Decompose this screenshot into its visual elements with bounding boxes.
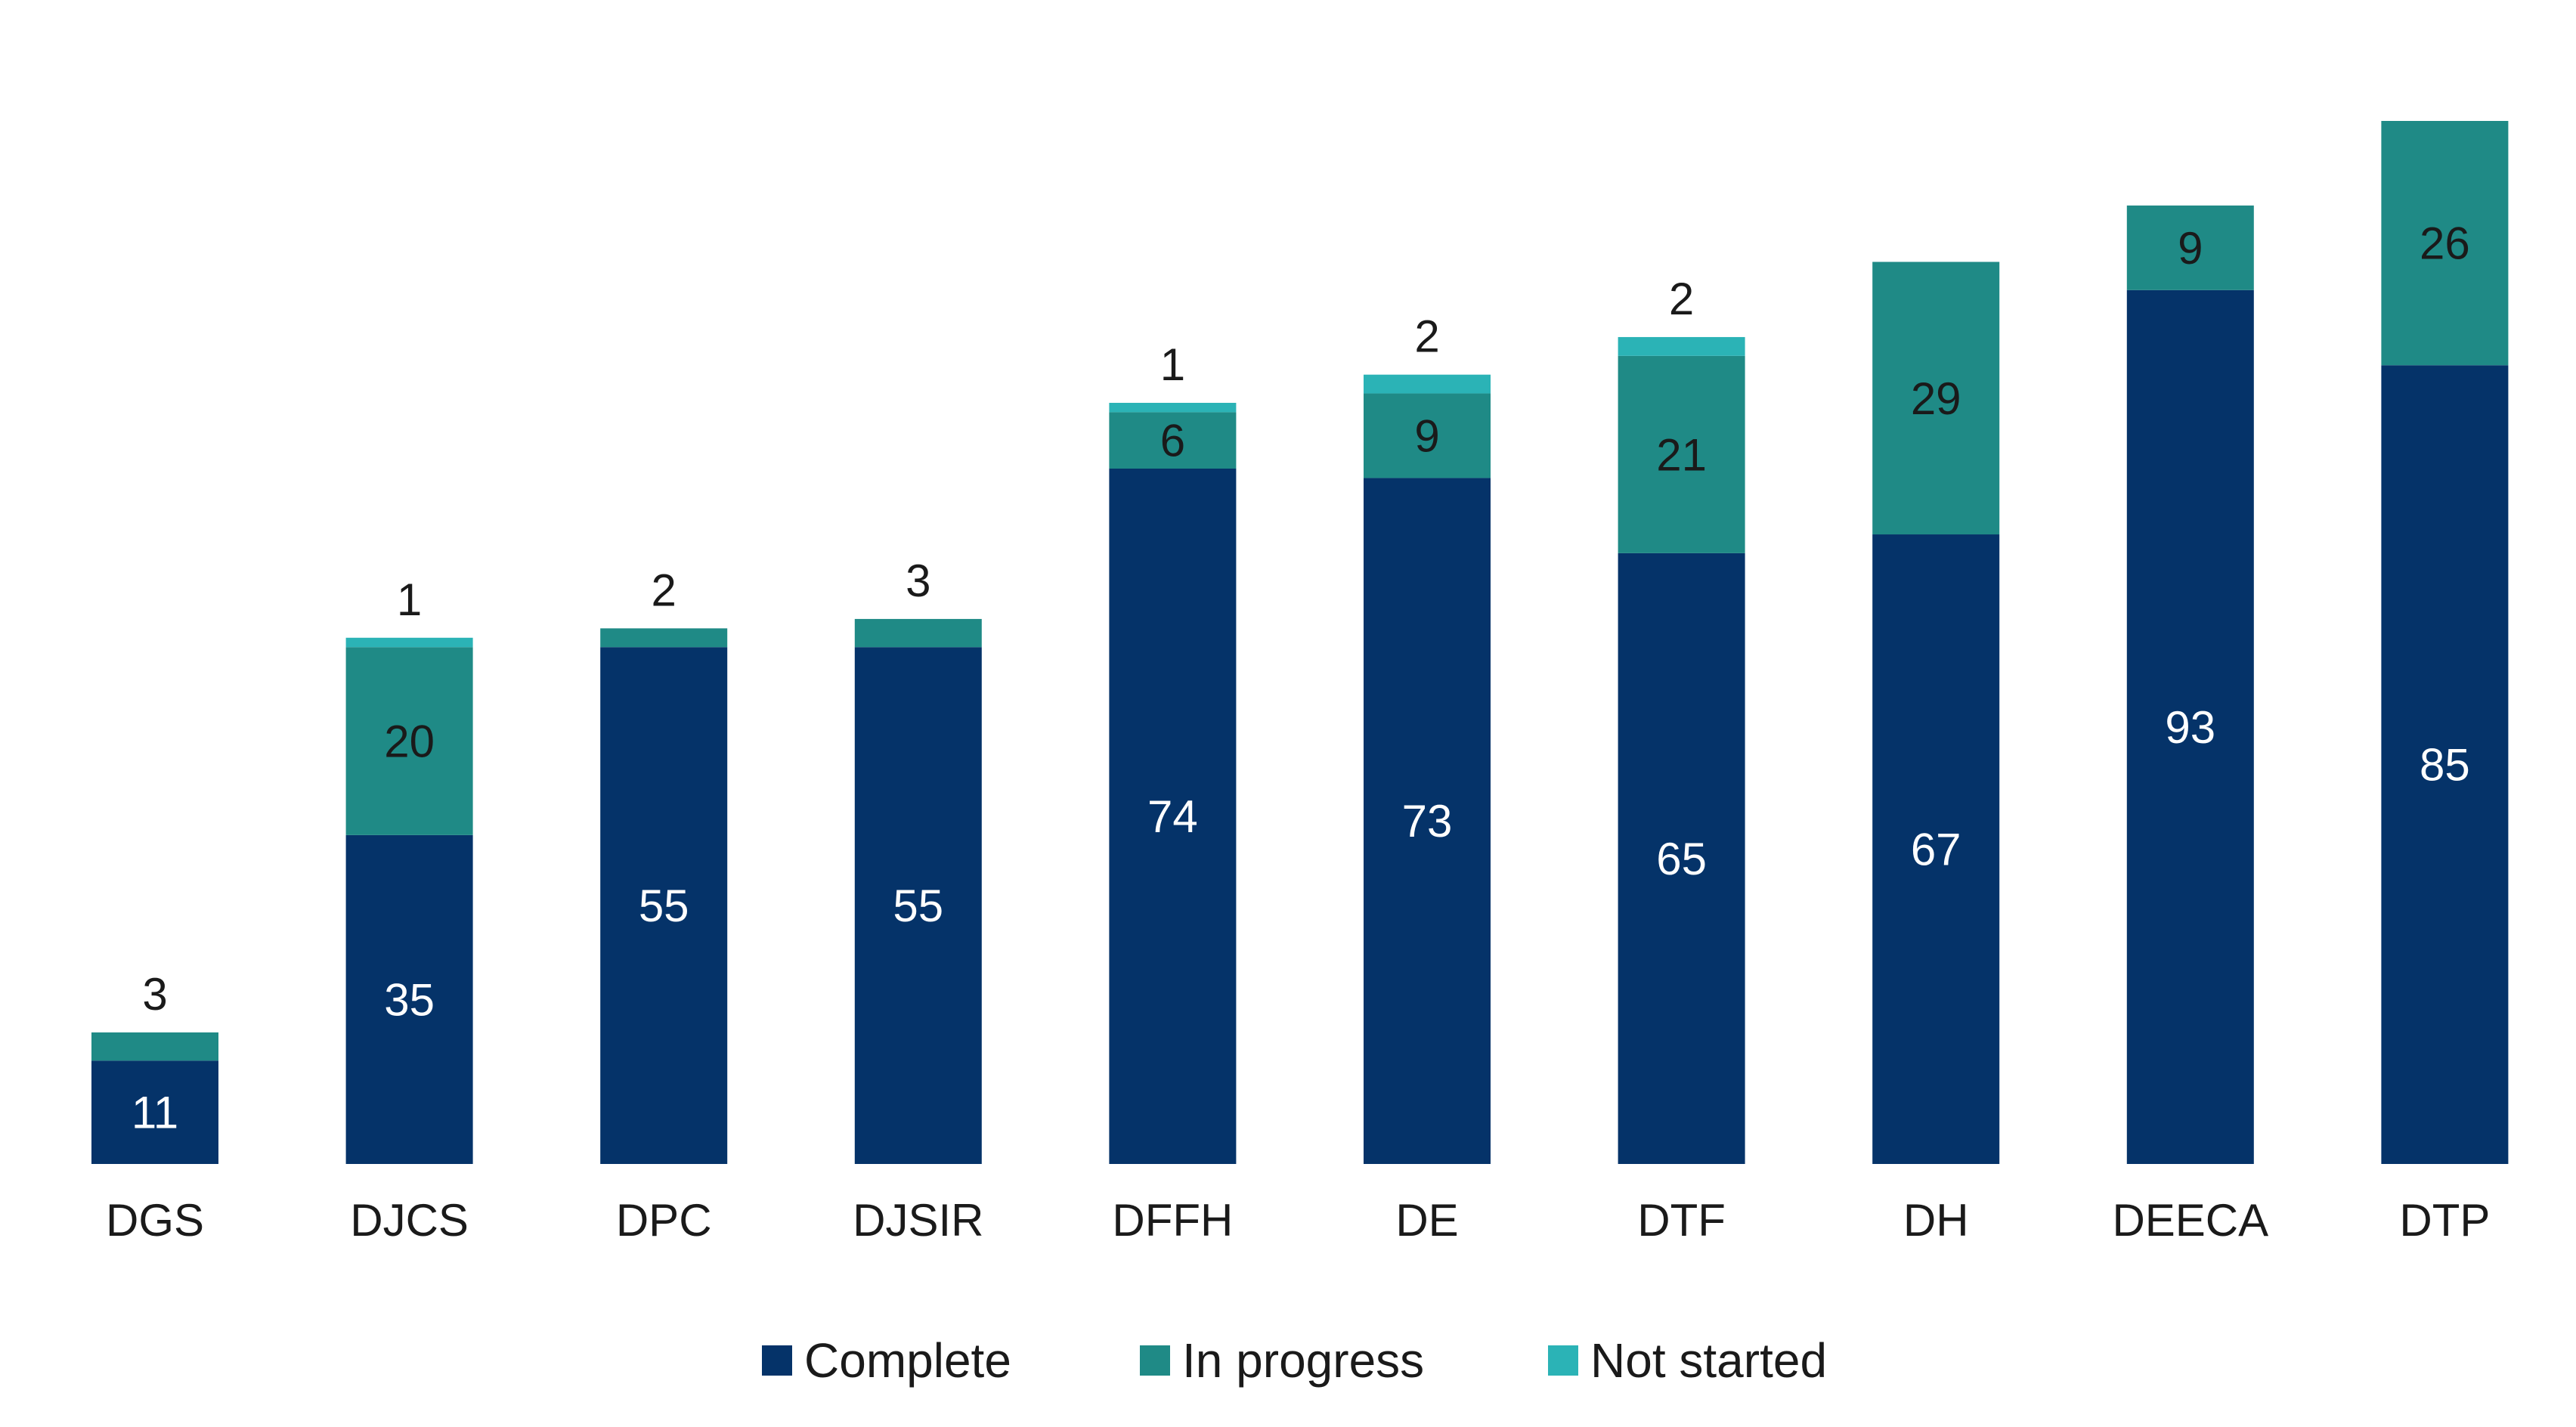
category-label-dgs: DGS — [106, 1195, 204, 1246]
category-label-dtp: DTP — [2399, 1195, 2490, 1246]
bar-in-progress-dtp — [2381, 121, 2509, 366]
bar-complete-de — [1364, 478, 1491, 1164]
bar-complete-dtf — [1618, 553, 1745, 1164]
legend-label-complete: Complete — [804, 1333, 1011, 1388]
data-label-not-started-dffh: 1 — [1160, 339, 1185, 390]
data-label-in-progress-djcs: 20 — [384, 717, 435, 767]
data-label-in-progress-dtf: 21 — [1656, 429, 1707, 480]
legend-item-not-started: Not started — [1548, 1330, 1827, 1391]
bar-complete-djsir — [854, 647, 982, 1164]
category-label-dh: DH — [1903, 1195, 1969, 1246]
bar-in-progress-djsir — [854, 618, 982, 648]
bar-in-progress-dh — [1872, 262, 2000, 535]
legend-item-in-progress: In progress — [1140, 1330, 1424, 1391]
bar-complete-dgs — [91, 1060, 218, 1164]
data-label-in-progress-dpc: 2 — [652, 565, 677, 615]
bar-complete-djcs — [345, 834, 473, 1164]
legend-label-not-started: Not started — [1590, 1333, 1828, 1388]
data-label-not-started-de: 2 — [1414, 311, 1439, 362]
data-label-in-progress-djsir: 3 — [906, 556, 930, 606]
data-label-complete-dh: 67 — [1911, 825, 1961, 875]
data-label-in-progress-deeca: 9 — [2178, 223, 2203, 274]
legend-swatch-not-started — [1548, 1345, 1578, 1376]
category-label-djsir: DJSIR — [853, 1195, 983, 1246]
category-label-dtf: DTF — [1637, 1195, 1726, 1246]
bar-not-started-dffh — [1109, 402, 1237, 413]
legend-item-complete: Complete — [762, 1330, 1011, 1391]
data-label-in-progress-de: 9 — [1414, 410, 1439, 461]
bar-in-progress-djcs — [345, 647, 473, 835]
category-label-de: DE — [1395, 1195, 1458, 1246]
data-label-complete-de: 73 — [1402, 796, 1453, 847]
data-label-complete-dpc: 55 — [639, 881, 689, 931]
bar-complete-dpc — [600, 647, 728, 1164]
data-label-complete-dffh: 74 — [1147, 791, 1198, 842]
bar-in-progress-dpc — [600, 628, 728, 648]
chart-legend: Complete In progress Not started — [0, 1330, 2576, 1391]
category-label-dffh: DFFH — [1112, 1195, 1233, 1246]
legend-swatch-complete — [762, 1345, 792, 1376]
category-label-deeca: DEECA — [2112, 1195, 2268, 1246]
data-label-complete-dtf: 65 — [1656, 834, 1707, 884]
bar-complete-dh — [1872, 534, 2000, 1164]
bar-complete-dtp — [2381, 365, 2509, 1164]
bar-not-started-dtf — [1618, 336, 1745, 356]
bar-complete-deeca — [2126, 289, 2254, 1164]
data-label-complete-dgs: 11 — [132, 1088, 178, 1138]
bar-complete-dffh — [1109, 469, 1237, 1164]
data-label-complete-djcs: 35 — [384, 974, 435, 1025]
bar-in-progress-dgs — [91, 1032, 218, 1061]
data-label-complete-dtp: 85 — [2420, 740, 2470, 791]
data-label-not-started-dtf: 2 — [1669, 274, 1694, 324]
data-label-complete-deeca: 93 — [2165, 702, 2215, 753]
stacked-bar-chart: 11 3 DGS 35 20 1 DJCS 55 2 DPC 55 3 DJSIR 74 6 1 DFFH 73 9… — [91, 121, 2509, 1246]
data-label-complete-djsir: 55 — [893, 881, 943, 931]
bar-not-started-de — [1364, 374, 1491, 394]
legend-label-in-progress: In progress — [1182, 1333, 1425, 1388]
data-label-in-progress-dgs: 3 — [142, 969, 167, 1020]
bar-in-progress-dffh — [1109, 412, 1237, 469]
category-label-djcs: DJCS — [350, 1195, 469, 1246]
bar-in-progress-de — [1364, 393, 1491, 478]
category-label-dpc: DPC — [616, 1195, 712, 1246]
bar-in-progress-dtf — [1618, 355, 1745, 553]
data-label-in-progress-dffh: 6 — [1160, 416, 1185, 466]
data-label-not-started-djcs: 1 — [397, 574, 422, 625]
data-label-in-progress-dtp: 26 — [2420, 218, 2470, 269]
data-label-in-progress-dh: 29 — [1911, 373, 1961, 424]
legend-swatch-in-progress — [1140, 1345, 1170, 1376]
bar-not-started-djcs — [345, 637, 473, 648]
bar-in-progress-deeca — [2126, 205, 2254, 290]
